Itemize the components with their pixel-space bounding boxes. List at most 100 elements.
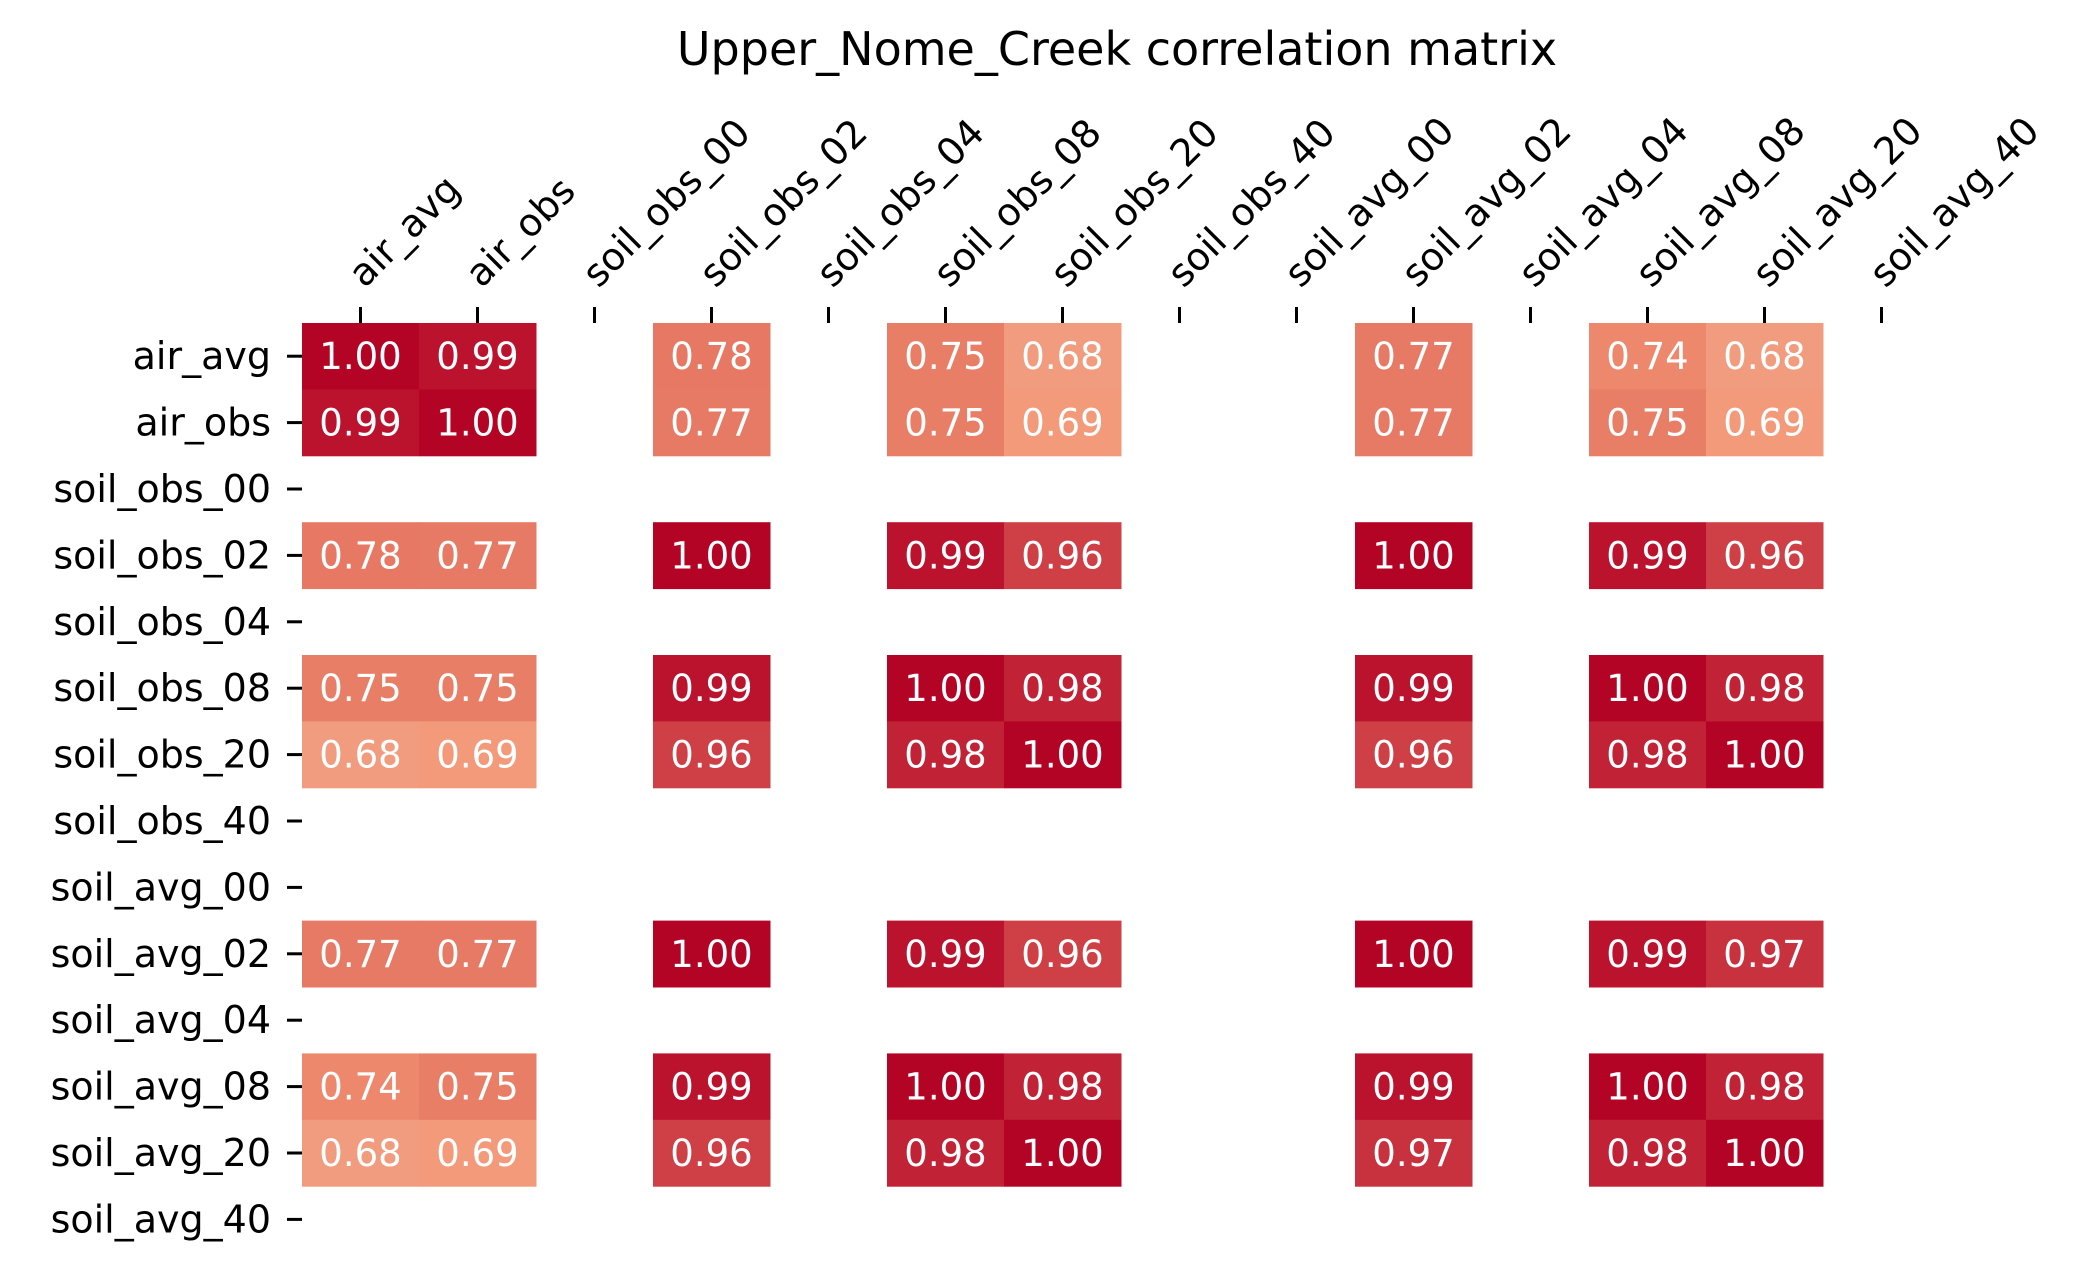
y-tick-label: soil_obs_04 (53, 600, 271, 644)
cell-value-label: 0.99 (319, 402, 401, 445)
cell-value-label: 1.00 (904, 1066, 986, 1109)
heatmap-cell (419, 721, 537, 789)
cell-value-label: 1.00 (1021, 1132, 1103, 1175)
cell-value-label: 1.00 (1606, 667, 1688, 710)
heatmap-cell (653, 721, 771, 789)
heatmap-cell (1589, 1119, 1707, 1187)
heatmap-cell (653, 522, 771, 590)
heatmap-cell (1355, 920, 1473, 988)
cell-value-label: 0.77 (436, 534, 518, 577)
heatmap-cell (887, 1119, 1005, 1187)
y-tick-label: air_obs (135, 401, 271, 445)
cell-value-label: 0.68 (1021, 335, 1103, 378)
heatmap-cell (1589, 655, 1707, 722)
cell-value-label: 0.99 (1606, 534, 1688, 577)
y-tick-label: soil_obs_00 (53, 467, 271, 511)
y-tick-label: soil_avg_02 (51, 932, 271, 976)
chart-title: Upper_Nome_Creek correlation matrix (677, 22, 1557, 76)
cell-value-label: 0.96 (1021, 933, 1103, 976)
y-tick-label: soil_avg_40 (51, 1197, 271, 1241)
heatmap-cell (887, 1053, 1005, 1121)
heatmap-cell (419, 1053, 537, 1121)
heatmap-cell (653, 1053, 771, 1121)
heatmap-cell (1355, 655, 1473, 722)
y-tick-label: soil_avg_04 (51, 998, 271, 1042)
y-tick-label: soil_obs_20 (53, 733, 271, 777)
cell-value-label: 0.75 (436, 1066, 518, 1109)
heatmap-cell (1004, 522, 1122, 590)
cell-value-label: 1.00 (1723, 734, 1805, 777)
heatmap-cell (419, 323, 537, 390)
cell-value-label: 0.77 (1372, 335, 1454, 378)
heatmap-cell (1706, 389, 1824, 457)
heatmap-cell (1355, 389, 1473, 457)
cell-value-label: 0.97 (1372, 1132, 1454, 1175)
cell-value-label: 1.00 (319, 335, 401, 378)
cell-value-label: 0.98 (1723, 1066, 1805, 1109)
y-tick-label: soil_avg_20 (51, 1131, 271, 1175)
cell-value-label: 0.69 (436, 734, 518, 777)
cell-value-label: 0.69 (1723, 402, 1805, 445)
heatmap-cell (1706, 1119, 1824, 1187)
cell-value-label: 0.75 (904, 402, 986, 445)
heatmap-cell (1004, 1119, 1122, 1187)
heatmap-cells: 1.00 0.99 0.78 0.75 0.68 0.77 0.74 0.68 0.99 1.00… (302, 323, 1824, 1187)
cell-value-label: 0.74 (1606, 335, 1688, 378)
heatmap-cell (1706, 721, 1824, 789)
heatmap-cell (419, 655, 537, 722)
heatmap-cell (419, 1119, 537, 1187)
y-axis: air_avg air_obs soil_obs_00 soil_obs_02soil… (51, 334, 302, 1241)
cell-value-label: 1.00 (1372, 933, 1454, 976)
heatmap-cell (1589, 1053, 1707, 1121)
heatmap-cell (302, 389, 420, 457)
cell-value-label: 0.99 (904, 933, 986, 976)
cell-value-label: 0.75 (1606, 402, 1688, 445)
cell-value-label: 0.99 (1606, 933, 1688, 976)
heatmap-cell (302, 323, 420, 390)
cell-value-label: 0.78 (319, 534, 401, 577)
cell-value-label: 0.98 (1606, 734, 1688, 777)
heatmap-cell (302, 1053, 420, 1121)
cell-value-label: 1.00 (436, 402, 518, 445)
cell-value-label: 0.68 (319, 1132, 401, 1175)
heatmap-cell (653, 920, 771, 988)
cell-value-label: 1.00 (1723, 1132, 1805, 1175)
cell-value-label: 0.75 (904, 335, 986, 378)
cell-value-label: 0.68 (319, 734, 401, 777)
cell-value-label: 0.96 (1723, 534, 1805, 577)
cell-value-label: 0.68 (1723, 335, 1805, 378)
heatmap-cell (887, 389, 1005, 457)
cell-value-label: 0.98 (1723, 667, 1805, 710)
y-tick-label: air_avg (133, 334, 271, 378)
heatmap-cell (1589, 389, 1707, 457)
heatmap-cell (887, 655, 1005, 722)
cell-value-label: 0.99 (904, 534, 986, 577)
heatmap-cell (1706, 323, 1824, 390)
heatmap-cell (1355, 1053, 1473, 1121)
cell-value-label: 0.75 (319, 667, 401, 710)
heatmap-cell (1589, 522, 1707, 590)
cell-value-label: 1.00 (670, 933, 752, 976)
heatmap-cell (1004, 721, 1122, 789)
cell-value-label: 0.98 (1021, 1066, 1103, 1109)
heatmap-cell (1004, 920, 1122, 988)
cell-value-label: 0.98 (904, 734, 986, 777)
cell-value-label: 0.96 (1021, 534, 1103, 577)
cell-value-label: 1.00 (1606, 1066, 1688, 1109)
heatmap-cell (1004, 1053, 1122, 1121)
cell-value-label: 0.96 (670, 734, 752, 777)
cell-value-label: 0.74 (319, 1066, 401, 1109)
heatmap-cell (302, 655, 420, 722)
cell-value-label: 0.77 (1372, 402, 1454, 445)
cell-value-label: 0.99 (436, 335, 518, 378)
y-tick-label: soil_avg_08 (51, 1065, 271, 1109)
heatmap-cell (1355, 323, 1473, 390)
heatmap-cell (1706, 1053, 1824, 1121)
cell-value-label: 0.77 (670, 402, 752, 445)
cell-value-label: 1.00 (1372, 534, 1454, 577)
cell-value-label: 0.99 (670, 1066, 752, 1109)
cell-value-label: 0.69 (436, 1132, 518, 1175)
y-tick-label: soil_obs_02 (53, 533, 271, 577)
